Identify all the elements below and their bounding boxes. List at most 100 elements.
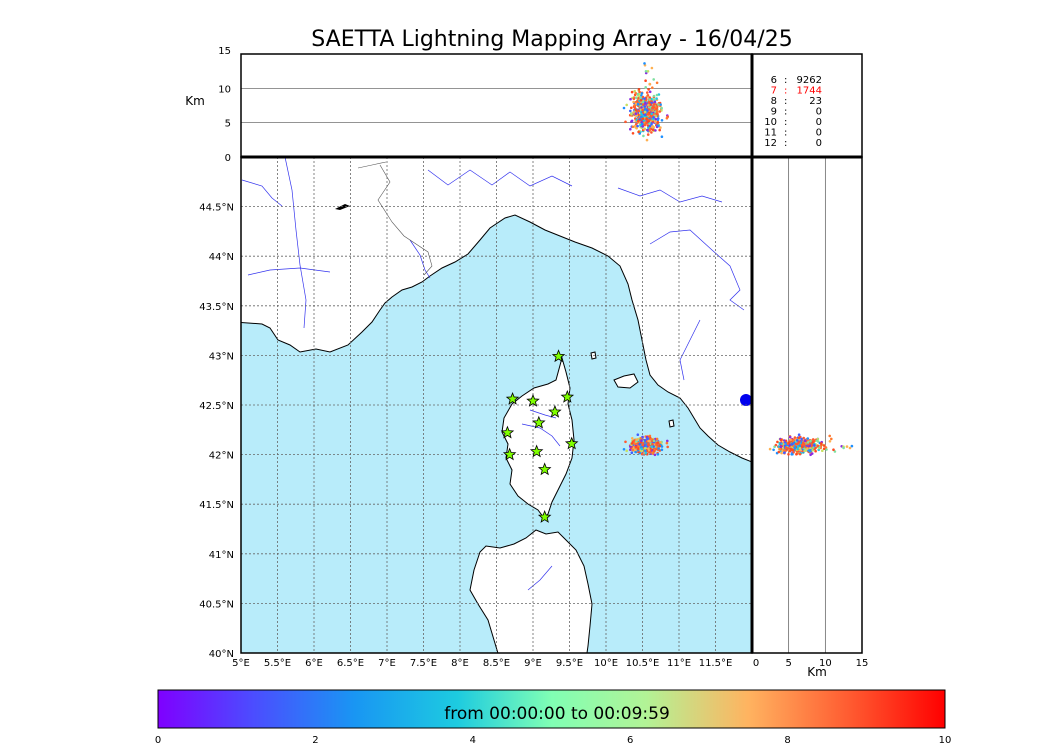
- altitude-tick-label-top: 10: [218, 84, 231, 95]
- flash-point-altitude-lon: [637, 130, 640, 134]
- flash-point-altitude-lon: [643, 128, 646, 131]
- flash-point-altitude-lon: [653, 100, 657, 104]
- flash-point-lat-altitude: [848, 446, 852, 450]
- flash-point-altitude-lon: [640, 106, 643, 109]
- flash-point-lat-altitude: [790, 443, 794, 446]
- river-ombrone: [679, 319, 701, 381]
- flash-point-altitude-lon: [655, 112, 658, 115]
- flash-point-lat-altitude: [815, 439, 819, 443]
- flash-point-lat-altitude: [791, 448, 795, 452]
- flash-point: [634, 445, 638, 449]
- flash-point-altitude-lon: [638, 90, 641, 94]
- altitude-tick-label-top: 15: [218, 46, 231, 57]
- altitude-tick-labels-top: 0 5 10 15: [218, 46, 231, 164]
- flash-point-altitude-lon: [636, 102, 640, 106]
- flash-point-lat-altitude: [779, 438, 783, 442]
- flash-point: [651, 452, 655, 455]
- lon-tick-labels: 5°E 5.5°E 6°E 6.5°E 7°E 7.5°E 8°E 8.5°E 9°E 9.5°E…: [232, 658, 732, 669]
- river-west-top: [241, 179, 283, 207]
- station-star: [548, 404, 562, 418]
- lon-tick-label: 8°E: [451, 658, 469, 669]
- flash-point-lat-altitude: [780, 451, 783, 455]
- river-golo: [529, 409, 557, 419]
- flash-point-lat-altitude: [796, 442, 799, 446]
- colorbar-tick-label: 4: [470, 735, 476, 746]
- flash-point-altitude-lon: [639, 98, 643, 102]
- flash-point-altitude-lon: [632, 97, 636, 101]
- flash-point-altitude-lon: [650, 109, 653, 112]
- flash-point-altitude-lon: [641, 100, 645, 104]
- lat-altitude-panel: 0 5 10 15 Km: [751, 156, 868, 679]
- station-count-separator: :: [784, 86, 787, 97]
- flash-point: [656, 453, 660, 456]
- lon-tick-label: 7°E: [378, 658, 396, 669]
- flash-point-lat-altitude: [784, 446, 788, 449]
- flash-point-altitude-lon: [660, 106, 663, 110]
- flash-point-altitude-lon: [634, 112, 638, 115]
- station-count-separator: :: [784, 107, 787, 118]
- flash-point-altitude-lon: [643, 113, 647, 117]
- flash-point: [638, 443, 641, 446]
- flash-point: [652, 445, 655, 448]
- lat-tick-label: 40.5°N: [199, 599, 234, 610]
- land-areas: [241, 157, 752, 653]
- flash-point-altitude-lon: [622, 106, 626, 110]
- flash-point: [630, 442, 634, 445]
- flash-point-altitude-lon: [648, 96, 651, 99]
- station-count-value: 23: [809, 96, 822, 107]
- flash-point-altitude-lon: [643, 110, 647, 114]
- flash-point-altitude-lon: [641, 117, 645, 120]
- flash-point-lat-altitude: [816, 444, 820, 448]
- station-count-separator: :: [784, 75, 787, 86]
- lon-tick-label: 8.5°E: [483, 658, 510, 669]
- flash-point-altitude-lon: [631, 132, 635, 135]
- flash-point: [640, 447, 643, 451]
- flash-point-lat-altitude: [777, 450, 781, 454]
- flash-point-lat-altitude: [845, 445, 849, 448]
- flash-point-lat-altitude: [833, 450, 837, 453]
- river-var: [409, 239, 431, 279]
- flash-point-altitude-lon: [655, 97, 658, 100]
- flash-point: [648, 440, 651, 443]
- flash-point-altitude-lon: [633, 89, 636, 93]
- flash-point-lat-altitude: [811, 441, 814, 444]
- river-tavignano: [521, 423, 561, 447]
- lon-tick-label: 9.5°E: [556, 658, 583, 669]
- river-sardinia: [527, 565, 553, 591]
- flash-point-lat-altitude: [828, 440, 832, 443]
- station-count-separator: :: [784, 96, 787, 107]
- flash-point-lat-altitude: [813, 443, 816, 447]
- flash-point-lat-altitude: [821, 449, 824, 453]
- flash-point-altitude-lon: [650, 131, 653, 134]
- flash-point-lat-altitude: [789, 447, 792, 451]
- flash-point-altitude-lon: [655, 81, 659, 85]
- flash-point: [649, 447, 652, 450]
- lat-tick-label: 43.5°N: [199, 302, 234, 313]
- flash-point-lat-altitude: [820, 442, 823, 445]
- flash-point-altitude-lon: [650, 114, 654, 117]
- lake-bolsena: [740, 394, 752, 406]
- lat-altitude-gridlines: [788, 157, 826, 653]
- flash-point-altitude-lon: [642, 115, 645, 118]
- flash-point-lat-altitude: [822, 447, 826, 451]
- lat-tick-label: 44.5°N: [199, 203, 234, 214]
- flash-point-altitude-lon: [647, 113, 650, 116]
- flash-point-altitude-lon: [650, 112, 653, 116]
- station-count-label: 12: [764, 138, 777, 149]
- colorbar-tick-label: 10: [939, 735, 952, 746]
- lon-tick-label: 11.5°E: [699, 658, 733, 669]
- map-gridlines: [241, 157, 752, 653]
- flash-point-lat-altitude: [806, 441, 810, 444]
- flash-point-altitude-lon: [633, 106, 637, 109]
- flash-point-altitude-lon: [633, 124, 637, 128]
- station-count-label: 8: [771, 96, 777, 107]
- flash-point-altitude-lon: [636, 92, 640, 96]
- flash-point-lat-altitude: [812, 446, 815, 449]
- altitude-tick-label-top: 5: [225, 119, 231, 130]
- flash-point: [666, 445, 669, 449]
- lon-tick-label: 7.5°E: [410, 658, 437, 669]
- flash-point-altitude-lon: [657, 124, 660, 128]
- flash-point-altitude-lon: [655, 93, 659, 97]
- flash-point: [647, 447, 650, 450]
- flash-point-altitude-lon: [652, 78, 655, 81]
